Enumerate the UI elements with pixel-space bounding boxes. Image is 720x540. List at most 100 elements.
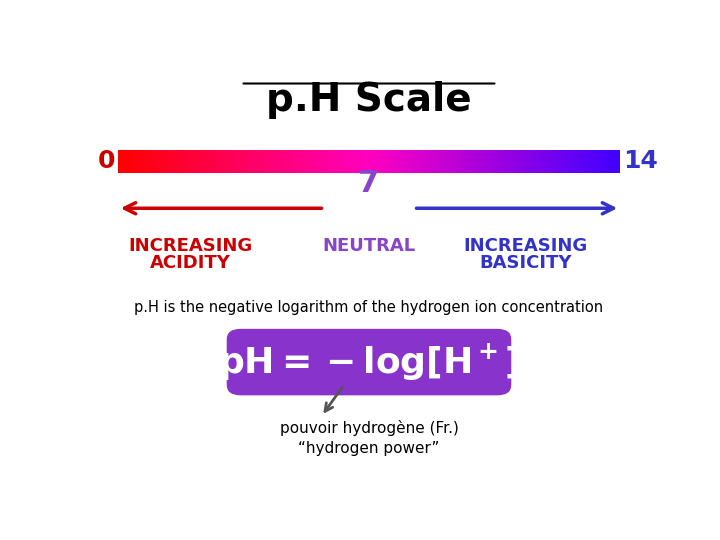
Bar: [511, 150, 513, 173]
Bar: [518, 150, 520, 173]
Bar: [235, 150, 237, 173]
Bar: [409, 150, 411, 173]
Bar: [346, 150, 347, 173]
Bar: [166, 150, 168, 173]
Bar: [290, 150, 292, 173]
Bar: [186, 150, 188, 173]
Bar: [198, 150, 200, 173]
Bar: [118, 150, 120, 173]
Bar: [188, 150, 190, 173]
Bar: [280, 150, 282, 173]
Bar: [392, 150, 394, 173]
Bar: [495, 150, 496, 173]
Bar: [602, 150, 603, 173]
Bar: [575, 150, 577, 173]
Bar: [491, 150, 493, 173]
Bar: [458, 150, 459, 173]
Bar: [408, 150, 409, 173]
Bar: [125, 150, 126, 173]
Bar: [270, 150, 272, 173]
Bar: [597, 150, 598, 173]
Bar: [176, 150, 178, 173]
Bar: [337, 150, 339, 173]
Bar: [520, 150, 521, 173]
Bar: [426, 150, 428, 173]
Bar: [414, 150, 416, 173]
Bar: [245, 150, 247, 173]
Bar: [572, 150, 573, 173]
Bar: [329, 150, 330, 173]
Bar: [371, 150, 372, 173]
Bar: [255, 150, 257, 173]
Bar: [136, 150, 138, 173]
Bar: [131, 150, 133, 173]
Bar: [562, 150, 563, 173]
Bar: [446, 150, 448, 173]
Bar: [222, 150, 223, 173]
Bar: [242, 150, 243, 173]
Bar: [480, 150, 481, 173]
Bar: [555, 150, 557, 173]
Bar: [617, 150, 618, 173]
Bar: [516, 150, 518, 173]
Bar: [508, 150, 510, 173]
Bar: [202, 150, 203, 173]
Bar: [230, 150, 232, 173]
Bar: [197, 150, 198, 173]
Bar: [618, 150, 620, 173]
Bar: [257, 150, 258, 173]
Bar: [141, 150, 143, 173]
Bar: [536, 150, 538, 173]
Bar: [394, 150, 396, 173]
Text: INCREASING: INCREASING: [128, 238, 253, 255]
Bar: [150, 150, 151, 173]
Bar: [448, 150, 449, 173]
Bar: [515, 150, 516, 173]
Bar: [503, 150, 505, 173]
Bar: [240, 150, 242, 173]
Bar: [406, 150, 408, 173]
Bar: [424, 150, 426, 173]
Bar: [334, 150, 336, 173]
Bar: [205, 150, 207, 173]
Bar: [314, 150, 315, 173]
Bar: [349, 150, 351, 173]
Bar: [126, 150, 128, 173]
Bar: [481, 150, 483, 173]
Bar: [165, 150, 166, 173]
Bar: [210, 150, 212, 173]
Bar: [332, 150, 334, 173]
Bar: [218, 150, 220, 173]
Bar: [533, 150, 535, 173]
Text: p.H Scale: p.H Scale: [266, 82, 472, 119]
Bar: [461, 150, 463, 173]
Bar: [347, 150, 349, 173]
Bar: [324, 150, 325, 173]
Bar: [419, 150, 421, 173]
Bar: [434, 150, 436, 173]
Bar: [341, 150, 342, 173]
Bar: [309, 150, 310, 173]
Bar: [463, 150, 464, 173]
Bar: [237, 150, 238, 173]
Bar: [282, 150, 284, 173]
Bar: [223, 150, 225, 173]
Text: pouvoir hydrogène (Fr.): pouvoir hydrogène (Fr.): [279, 420, 459, 436]
Bar: [287, 150, 289, 173]
Bar: [374, 150, 376, 173]
Bar: [148, 150, 150, 173]
Bar: [252, 150, 253, 173]
Bar: [402, 150, 404, 173]
Bar: [607, 150, 608, 173]
Text: NEUTRAL: NEUTRAL: [323, 237, 415, 255]
Text: “hydrogen power”: “hydrogen power”: [298, 441, 440, 456]
Bar: [225, 150, 227, 173]
Text: $\mathbf{pH = -log[H^+]}$: $\mathbf{pH = -log[H^+]}$: [218, 341, 520, 383]
Bar: [476, 150, 478, 173]
Bar: [433, 150, 434, 173]
Bar: [381, 150, 382, 173]
Bar: [605, 150, 607, 173]
Bar: [587, 150, 588, 173]
Bar: [535, 150, 536, 173]
Bar: [389, 150, 391, 173]
